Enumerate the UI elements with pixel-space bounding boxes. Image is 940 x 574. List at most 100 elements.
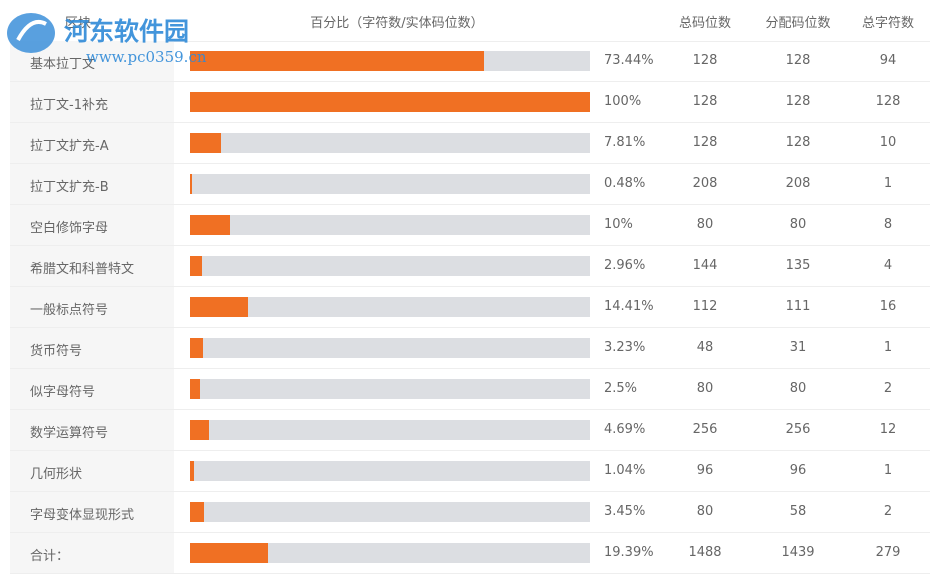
block-name: 几何形状 — [30, 467, 83, 482]
table-row — [10, 205, 930, 246]
bar-track — [190, 502, 590, 522]
table-row — [10, 246, 930, 287]
block-cell — [10, 205, 174, 245]
percent-label: 4.69% — [604, 422, 646, 437]
bar-track — [190, 174, 590, 194]
bar-track — [190, 338, 590, 358]
assigned-codepoints: 135 — [785, 258, 811, 273]
assigned-codepoints: 111 — [785, 299, 811, 314]
percent-label: 3.45% — [604, 504, 646, 519]
total-codepoints: 128 — [692, 94, 718, 109]
block-cell — [10, 410, 174, 450]
table-row — [10, 369, 930, 410]
block-name: 似字母符号 — [30, 385, 96, 400]
percent-label: 73.44% — [604, 53, 654, 68]
percent-bar — [190, 420, 209, 440]
percent-label: 2.5% — [604, 381, 638, 396]
percent-label: 1.04% — [604, 463, 646, 478]
total-chars: 2 — [883, 381, 893, 396]
bar-track — [190, 543, 590, 563]
assigned-codepoints: 58 — [789, 504, 807, 519]
percent-bar — [190, 51, 484, 71]
percent-bar — [190, 174, 192, 194]
total-codepoints: 256 — [692, 422, 718, 437]
watermark-logo — [7, 13, 55, 53]
total-codepoints: 80 — [696, 504, 714, 519]
percent-bar — [190, 461, 195, 481]
block-cell — [10, 451, 174, 491]
block-name: 空白修饰字母 — [30, 221, 109, 236]
table-row — [10, 82, 930, 123]
block-cell — [10, 246, 174, 286]
assigned-codepoints: 128 — [785, 94, 811, 109]
block-name: 合计： — [30, 549, 70, 564]
total-chars: 1 — [883, 176, 893, 191]
header-block: 区块 — [65, 16, 92, 31]
bar-track — [190, 133, 590, 153]
percent-bar — [190, 215, 230, 235]
bar-track — [190, 256, 590, 276]
assigned-codepoints: 80 — [789, 381, 807, 396]
percent-bar — [190, 297, 248, 317]
total-chars: 279 — [875, 545, 901, 560]
total-chars: 1 — [883, 340, 893, 355]
percent-bar — [190, 543, 268, 563]
block-cell — [10, 287, 174, 327]
block-cell — [10, 492, 174, 532]
total-chars: 4 — [883, 258, 893, 273]
block-cell — [10, 369, 174, 409]
total-codepoints: 208 — [692, 176, 718, 191]
percent-bar — [190, 338, 203, 358]
total-chars: 94 — [879, 53, 897, 68]
assigned-codepoints: 256 — [785, 422, 811, 437]
total-chars: 8 — [883, 217, 893, 232]
percent-label: 3.23% — [604, 340, 646, 355]
assigned-codepoints: 208 — [785, 176, 811, 191]
header-chars: 总字符数 — [861, 16, 915, 31]
percent-label: 10% — [604, 217, 633, 232]
bar-track — [190, 420, 590, 440]
percent-label: 2.96% — [604, 258, 646, 273]
block-name: 数学运算符号 — [30, 426, 109, 441]
total-codepoints: 96 — [696, 463, 714, 478]
watermark-url: www.pc0359.cn — [86, 48, 207, 66]
block-name: 拉丁文扩充-A — [30, 139, 109, 154]
table-row — [10, 410, 930, 451]
watermark-name: 河东软件园 — [64, 17, 190, 46]
total-chars: 1 — [883, 463, 893, 478]
percent-bar — [190, 502, 204, 522]
assigned-codepoints: 1439 — [781, 545, 815, 560]
total-codepoints: 112 — [692, 299, 718, 314]
total-codepoints: 1488 — [688, 545, 722, 560]
block-cell — [10, 82, 174, 122]
bar-track — [190, 379, 590, 399]
percent-label: 19.39% — [604, 545, 654, 560]
percent-label: 100% — [604, 94, 642, 109]
total-chars: 12 — [879, 422, 897, 437]
header-row — [174, 0, 930, 42]
assigned-codepoints: 128 — [785, 53, 811, 68]
percent-bar — [190, 256, 202, 276]
block-name: 希腊文和科普特文 — [30, 262, 135, 277]
percent-label: 0.48% — [604, 176, 646, 191]
assigned-codepoints: 31 — [789, 340, 807, 355]
assigned-codepoints: 128 — [785, 135, 811, 150]
percent-label: 14.41% — [604, 299, 654, 314]
total-codepoints: 144 — [692, 258, 718, 273]
percent-bar — [190, 92, 590, 112]
block-cell — [10, 123, 174, 163]
total-codepoints: 48 — [696, 340, 714, 355]
header-percent: 百分比（字符数/实体码位数） — [310, 16, 484, 31]
block-name: 一般标点符号 — [30, 303, 109, 318]
total-chars: 128 — [875, 94, 901, 109]
block-name: 拉丁文-1补充 — [30, 98, 108, 113]
block-cell — [10, 533, 174, 573]
table-row — [10, 492, 930, 533]
assigned-codepoints: 80 — [789, 217, 807, 232]
table-row — [10, 41, 930, 82]
total-codepoints: 80 — [696, 381, 714, 396]
percent-bar — [190, 379, 200, 399]
total-codepoints: 80 — [696, 217, 714, 232]
bar-track — [190, 215, 590, 235]
